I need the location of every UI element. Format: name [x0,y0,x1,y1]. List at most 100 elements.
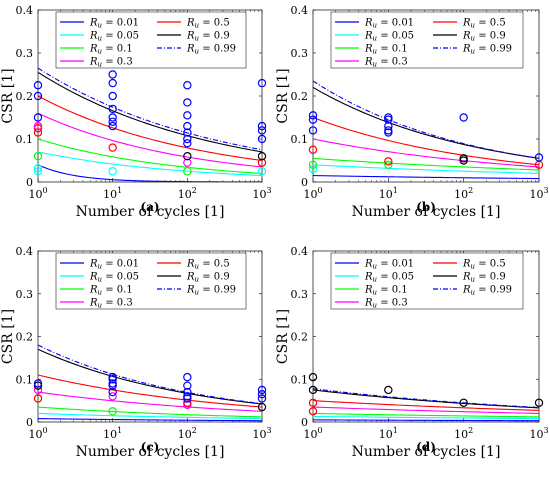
x-tick-label: 102 [178,186,197,201]
data-point [308,407,318,416]
x-tick-label: 103 [529,426,548,441]
legend-entry: Ru = 0.9 [186,31,230,43]
data-point [33,379,43,388]
legend-entry: Ru = 0.01 [89,259,139,271]
legend-box [330,252,524,310]
series-line [38,418,262,422]
x-tick-label: 102 [454,426,473,441]
data-point [183,392,192,401]
series-line [313,412,539,418]
legend-entry: Ru = 0.05 [89,31,139,43]
series-line [38,95,262,162]
data-point [384,160,393,169]
data-point [257,151,267,161]
data-point [308,111,318,120]
series-line [38,391,262,412]
series-line [313,415,539,420]
y-tick-label: 0.3 [291,288,309,301]
data-point [183,381,192,390]
x-tick-label: 103 [252,426,271,441]
x-tick-label: 101 [379,426,398,441]
data-point [108,372,117,382]
data-point [108,392,117,401]
data-point [308,145,318,154]
legend-box [55,252,247,310]
data-point [183,139,192,148]
data-point [459,154,468,163]
series-line [38,412,262,420]
data-point [257,78,267,88]
data-point [384,385,393,395]
data-point [257,126,267,135]
x-tick-label: 101 [379,186,398,201]
series-line [313,175,539,180]
data-point [183,398,192,407]
series-line [38,344,262,405]
series-line [38,151,262,177]
y-tick-label: 0.4 [291,245,309,258]
data-point [257,402,267,412]
y-tick-label: 0.3 [16,288,34,301]
data-point [33,121,43,131]
data-point [33,151,43,161]
x-axis-label: Number of cycles [1] [352,204,501,220]
legend-entry: Ru = 0.1 [364,44,408,56]
legend-entry: Ru = 0.05 [364,31,414,43]
panel-label: (c) [141,440,160,454]
y-tick-label: 0.2 [16,90,34,103]
legend-entry: Ru = 0.5 [462,18,506,30]
x-tick-label: 101 [103,426,122,441]
x-tick-label: 102 [454,186,473,201]
data-point [384,121,393,131]
data-point [183,111,192,120]
y-tick-label: 0 [301,176,308,189]
data-point [183,98,192,107]
legend-entry: Ru = 0.01 [89,18,139,30]
legend-entry: Ru = 0.01 [364,259,414,271]
data-point [459,113,468,122]
series-line [313,388,539,409]
legend-entry: Ru = 0.99 [462,285,512,297]
data-point [257,394,267,403]
x-tick-label: 100 [28,186,47,201]
legend-entry: Ru = 0.9 [462,272,506,284]
legend-entry: Ru = 0.3 [89,57,133,69]
data-point [308,126,318,135]
x-tick-label: 100 [303,186,322,201]
data-point [534,398,544,407]
x-axis-label: Number of cycles [1] [76,444,225,460]
x-axis-label: Number of cycles [1] [76,204,225,220]
data-point [308,372,318,382]
y-tick-label: 0.1 [16,133,34,146]
data-point [33,91,43,101]
legend-entry: Ru = 0.05 [89,272,139,284]
legend-entry: Ru = 0.9 [462,31,506,43]
panel-label: (b) [416,200,436,214]
legend-entry: Ru = 0.99 [186,285,236,297]
series-line [38,374,262,408]
y-tick-label: 0.1 [16,373,34,386]
series-line [38,71,262,153]
data-point [384,157,393,166]
y-tick-label: 0.2 [291,331,309,344]
legend-entry: Ru = 0.3 [364,57,408,69]
series-line [313,389,539,409]
series-line [38,164,262,182]
data-point [108,113,117,122]
y-tick-label: 0 [26,176,33,189]
y-tick-label: 0.1 [291,373,309,386]
data-point [257,167,267,176]
series-line [313,80,539,159]
data-point [183,158,192,167]
legend-entry: Ru = 0.1 [89,44,133,56]
x-axis-label: Number of cycles [1] [352,444,501,460]
data-point [183,81,192,90]
y-tick-label: 0.3 [291,47,309,60]
y-tick-label: 0.2 [291,90,309,103]
legend-entry: Ru = 0.05 [364,272,414,284]
legend-entry: Ru = 0.1 [364,285,408,297]
data-point [183,121,192,131]
data-point [108,91,117,101]
legend-box [55,11,247,69]
x-tick-label: 103 [529,186,548,201]
